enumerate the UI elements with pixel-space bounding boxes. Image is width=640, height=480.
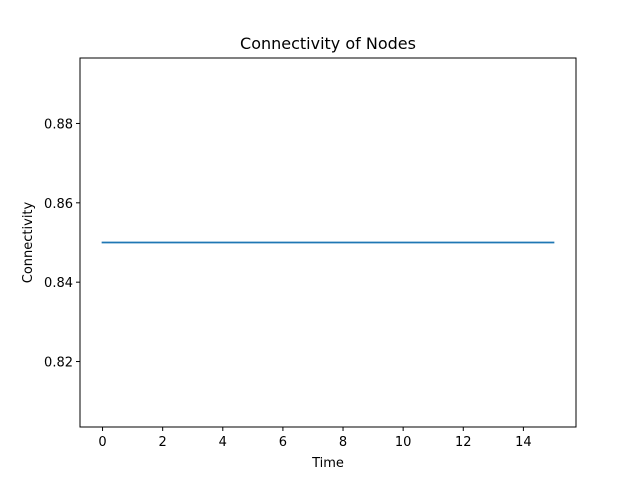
y-tick-label: 0.88 (44, 117, 73, 132)
y-tick-label: 0.86 (44, 197, 73, 212)
x-tick-label: 0 (98, 435, 106, 450)
y-axis-title: Connectivity (21, 201, 36, 283)
chart-title: Connectivity of Nodes (240, 34, 416, 53)
x-tick-label: 14 (515, 435, 532, 450)
y-axis-ticks: 0.82 0.84 0.86 0.88 (44, 117, 80, 371)
x-axis-title: Time (311, 456, 344, 471)
x-tick-label: 6 (279, 435, 287, 450)
x-tick-label: 2 (159, 435, 167, 450)
x-axis-ticks: 0 2 4 6 8 10 12 14 (98, 427, 532, 450)
x-tick-label: 12 (455, 435, 472, 450)
plot-area-frame (79, 57, 577, 428)
x-tick-label: 8 (339, 435, 347, 450)
y-tick-label: 0.84 (44, 276, 73, 291)
x-tick-label: 4 (219, 435, 227, 450)
y-tick-label: 0.82 (44, 356, 73, 371)
x-tick-label: 10 (395, 435, 412, 450)
